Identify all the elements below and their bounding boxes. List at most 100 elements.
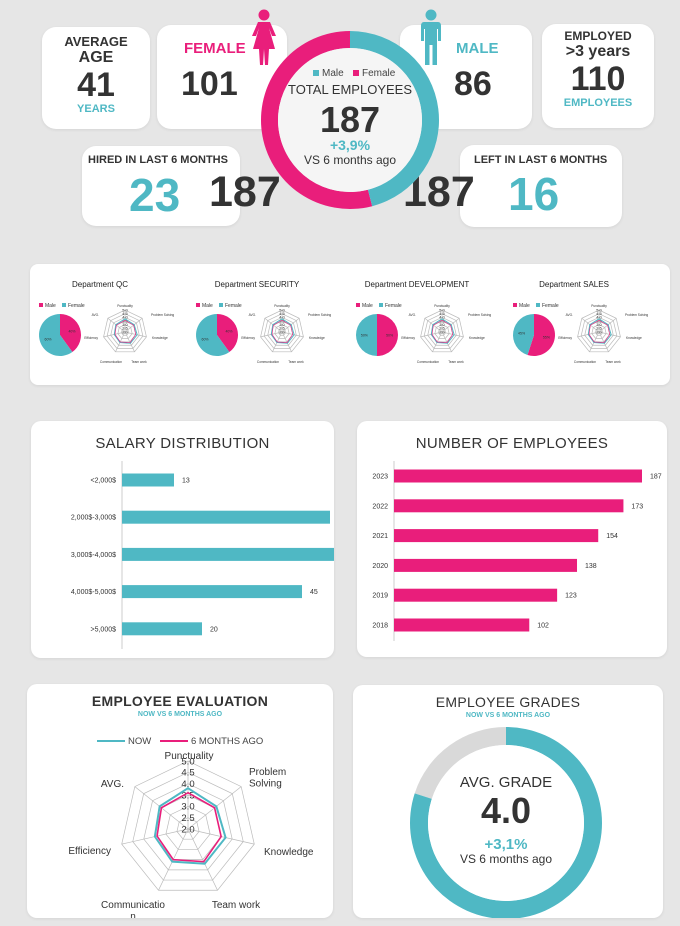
radar-tick-label: 4.5 [439, 311, 445, 316]
radar-series-line [588, 319, 611, 343]
legend-past-label: 6 MONTHS AGO [191, 736, 263, 747]
department-pie-slice [527, 314, 556, 356]
radar-tick-label: 4.5 [279, 311, 285, 316]
radar-tick-label: 3.5 [439, 318, 445, 323]
radar-tick-label: 2.5 [279, 326, 285, 331]
radar-grid-ring [260, 309, 304, 353]
donut-male-slice [350, 31, 440, 207]
salary-chart: <2,000$132,000$-3,000$523,000$-4,000$574… [71, 461, 334, 649]
department-legend-male-label: Male [362, 303, 373, 309]
department-legend-male-swatch [39, 303, 43, 307]
radar-axis-label: Problem Solving [468, 313, 491, 317]
department-legend-female-label: Female [542, 303, 559, 309]
radar-axis-label: AVG. [249, 313, 256, 317]
department-pie-slice [513, 314, 534, 355]
bar [394, 558, 578, 572]
bar [122, 585, 302, 599]
salary-card: SALARY DISTRIBUTION <2,000$ 13 2,000$-3,00… [31, 421, 334, 658]
radar-tick-label: 4.0 [279, 315, 285, 320]
radar-spoke [441, 331, 452, 352]
avg-age-value: 41 [77, 66, 115, 104]
radar-axis-label: Problem Solving [151, 313, 174, 317]
radar-axis-label: Communication [100, 360, 122, 364]
employed-line1: EMPLOYED [564, 29, 632, 43]
radar-axis-label: Team work [605, 360, 621, 364]
radar-axis-label: Problem Solving [625, 313, 648, 317]
radar-spoke [187, 828, 218, 891]
female-label: FEMALE [184, 40, 246, 57]
legend-female-swatch [353, 70, 359, 76]
department-legend-male-swatch [513, 303, 517, 307]
radar-axis-label: Problem Solving [308, 313, 331, 317]
bar-value-label: 187 [650, 474, 662, 481]
employed-card: EMPLOYED >3 years 110 EMPLOYEES [542, 24, 654, 128]
radar-grid-ring [165, 805, 211, 850]
male-label: MALE [456, 40, 499, 57]
bar [394, 618, 530, 632]
radar-axis-label: Communication [417, 360, 439, 364]
male-value: 86 [454, 65, 492, 103]
radar-tick-label: 4.0 [122, 315, 128, 320]
left-value: 16 [508, 168, 560, 220]
radar-tick-label: 3.0 [122, 322, 128, 327]
department-legend-female-swatch [219, 303, 223, 307]
radar-grid-ring [132, 771, 244, 881]
radar-axis-label: Punctuality [274, 304, 290, 308]
radar-tick-label: 2.0 [279, 329, 285, 334]
radar-series-line [271, 319, 294, 343]
bar-category-label: 3,000$-4,000$ [71, 552, 116, 559]
radar-grid-ring [103, 309, 147, 353]
radar-axis-label: Team work [131, 360, 147, 364]
radar-grid-ring [584, 316, 614, 346]
radar-tick-label: 3.0 [596, 322, 602, 327]
radar-axis-label: Efficiency [401, 336, 415, 340]
radar-axis-label: Communication [257, 360, 279, 364]
grades-card: EMPLOYEE GRADES NOW VS 6 MONTHS AGO AVG.… [353, 685, 663, 918]
employed-line2: >3 years [565, 43, 631, 60]
total-change: +3,9% [330, 137, 371, 153]
department-title: Department SECURITY [215, 280, 300, 289]
male-person-icon [421, 9, 441, 65]
avg-age-card: AVERAGE AGE 41 YEARS [42, 27, 150, 129]
radar-grid-ring [110, 316, 140, 346]
bar-value-label: 102 [537, 623, 549, 630]
total-value: 187 [320, 99, 380, 140]
radar-grid-ring [423, 313, 461, 349]
donut-hole [278, 48, 422, 192]
radar-tick-label: 2.5 [596, 326, 602, 331]
bar-category-label: 2023 [372, 474, 388, 481]
radar-axis-label: Team work [448, 360, 464, 364]
bar [122, 547, 334, 561]
department-pie-slice [196, 314, 230, 356]
radar-axis-label: AVG. [566, 313, 573, 317]
radar-series-line [114, 319, 137, 343]
bar [394, 529, 599, 543]
legend-female-label: Female [362, 68, 396, 79]
radar-tick-label: 3.5 [596, 318, 602, 323]
donut-female-slice [261, 31, 373, 209]
radar-spoke [598, 331, 609, 352]
department-pie-label: 60% [45, 337, 52, 341]
department-legend-female-swatch [62, 303, 66, 307]
bar-category-label: 2021 [372, 533, 388, 540]
radar-grid-ring [427, 316, 457, 346]
radar-axis-label: AVG. [101, 779, 124, 790]
bar-category-label: <2,000$ [91, 478, 117, 485]
radar-grid-ring [121, 327, 129, 336]
radar-tick-label: 2.0 [181, 824, 194, 835]
legend-now-label: NOW [128, 736, 151, 747]
radar-tick-label: 3.5 [122, 318, 128, 323]
employed-value: 110 [570, 60, 626, 98]
department-legend-male-label: Male [202, 303, 213, 309]
radar-series-line [153, 787, 227, 865]
grades-subtitle: NOW VS 6 MONTHS AGO [465, 712, 551, 719]
bar-category-label: 2022 [372, 503, 388, 510]
grade-center-value: 4.0 [481, 790, 531, 831]
department-legend-male-label: Male [45, 303, 56, 309]
bar-category-label: 2019 [372, 593, 388, 600]
radar-tick-label: 2.0 [439, 329, 445, 334]
department-legend-female-swatch [379, 303, 383, 307]
radar-axis-label: Efficiency [68, 846, 111, 857]
